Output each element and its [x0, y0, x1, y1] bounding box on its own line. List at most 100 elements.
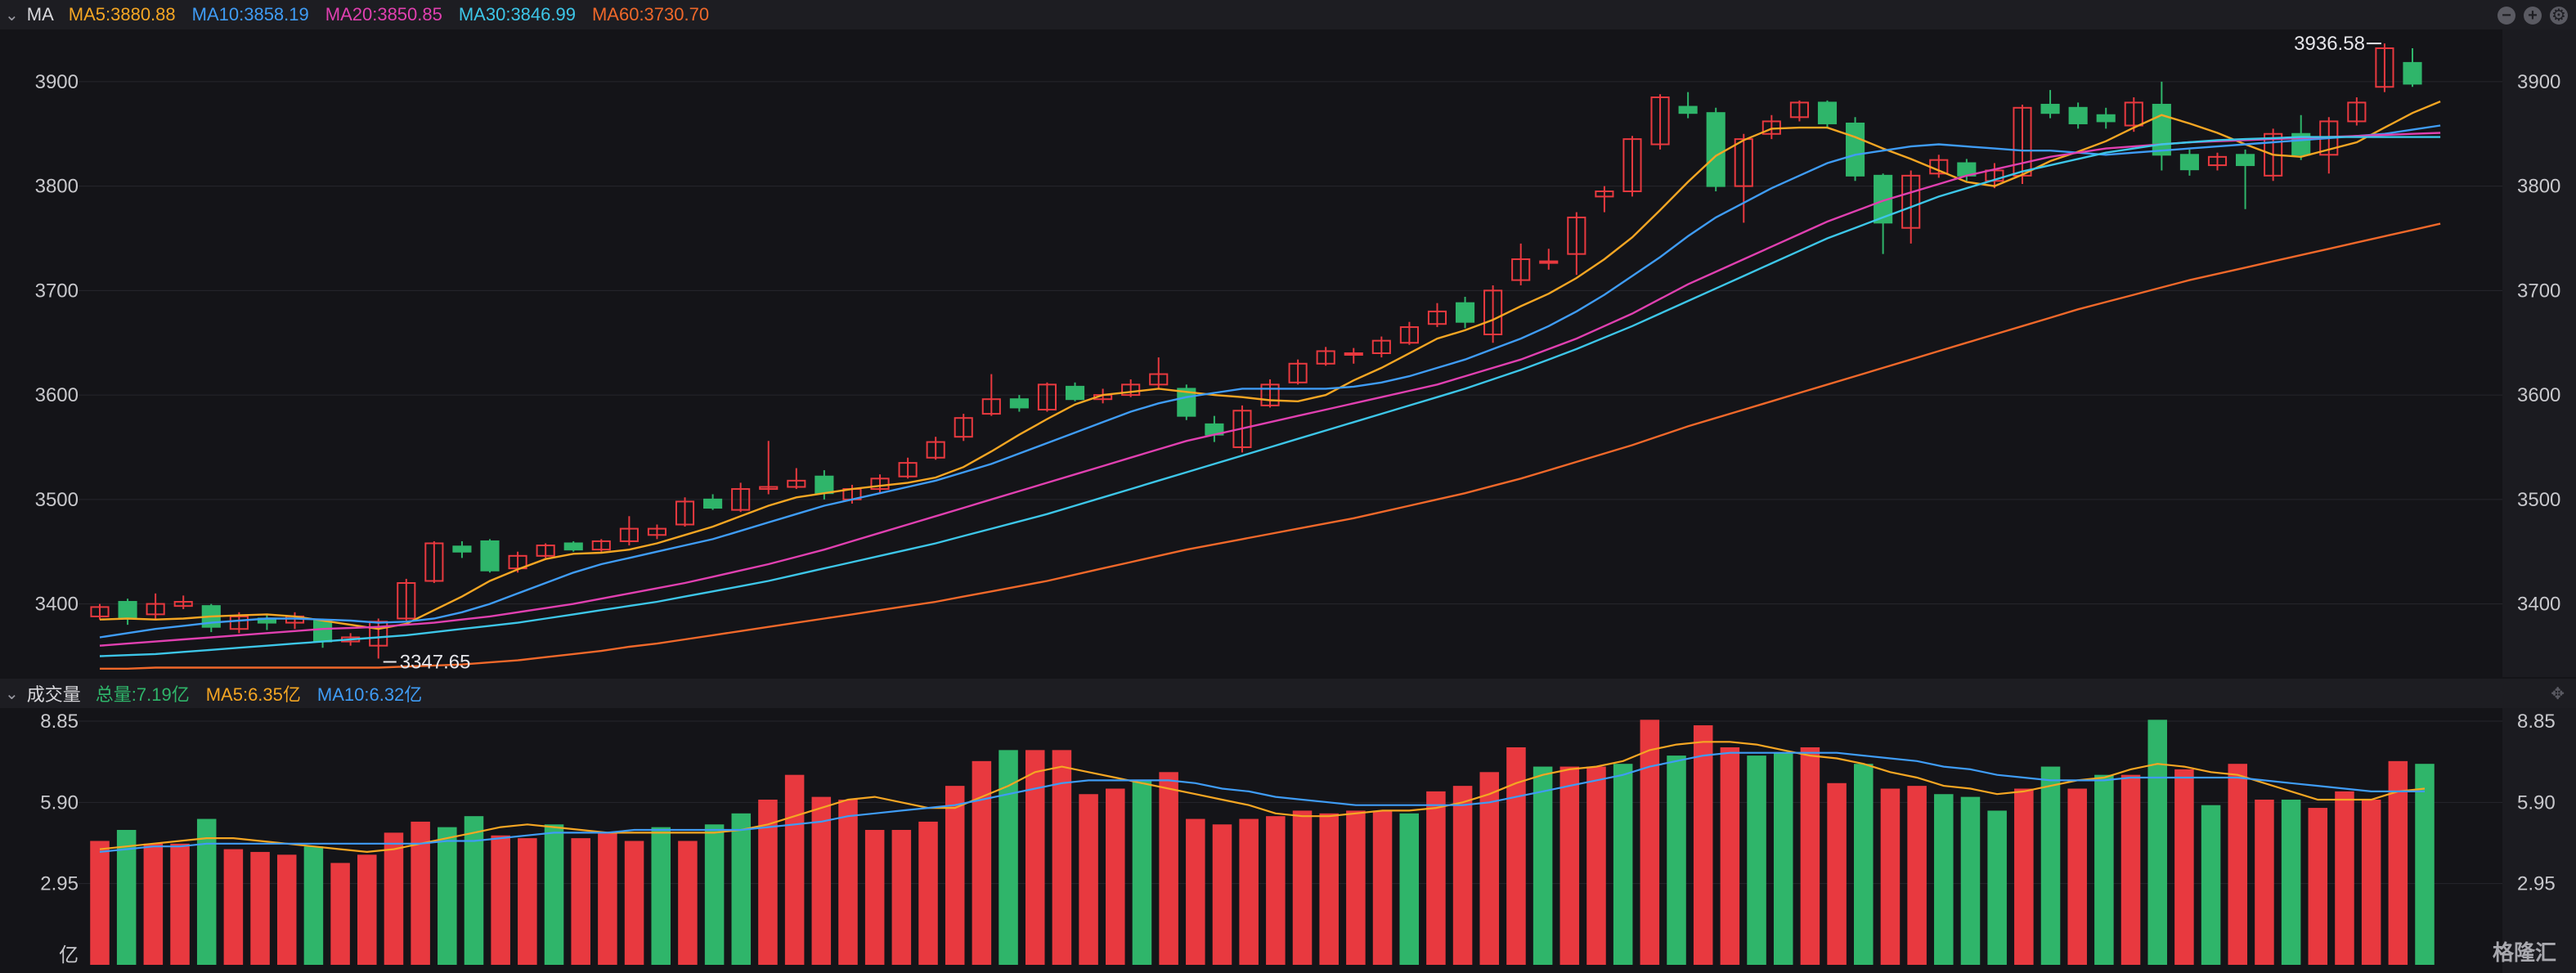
more-icon[interactable]: ✥ [2551, 684, 2565, 703]
volume-bar [1827, 782, 1847, 965]
candle-body [1706, 112, 1726, 187]
y-tick-label-right: 3400 [2517, 594, 2560, 616]
volume-bar [1266, 816, 1286, 965]
candle-body [1344, 352, 1363, 356]
candle-body [1595, 191, 1614, 198]
candle-body [2096, 114, 2116, 123]
volume-bar [1800, 747, 1820, 965]
volume-bar [1372, 810, 1393, 965]
candle-body [146, 603, 165, 616]
volume-bar [1773, 752, 1793, 965]
candle-body [981, 398, 1001, 415]
candle-body [787, 479, 806, 488]
volume-legend: 总量:7.19亿 MA5:6.35亿 MA10:6.32亿 [96, 680, 439, 706]
volume-bar [2335, 791, 2354, 965]
candle-body [2403, 61, 2422, 85]
volume-bar [704, 824, 725, 965]
volume-bar [1052, 750, 1072, 965]
candle-body [1316, 350, 1335, 365]
volume-bar [2255, 799, 2274, 965]
candle-body [1065, 385, 1085, 401]
volume-bar [972, 760, 992, 965]
price-panel-title: MA [26, 4, 54, 25]
volume-bar [2308, 808, 2328, 965]
volume-bar [1239, 818, 1259, 965]
volume-bar [571, 838, 590, 965]
volume-bar [384, 832, 404, 965]
volume-bar [1693, 725, 1713, 965]
watermark-logo: 格隆汇 [2492, 940, 2556, 965]
candle-body [647, 527, 667, 536]
volume-legend-ma5: MA5:6.35亿 [205, 684, 301, 705]
volume-ma10-line [99, 751, 2425, 853]
volume-bar [891, 830, 912, 965]
candle-body [1567, 216, 1586, 255]
candle-body [619, 527, 639, 542]
volume-unit-label: 亿 [59, 944, 79, 966]
candle-body [1149, 373, 1169, 386]
candle-body [1399, 326, 1419, 344]
collapse-caret-icon[interactable]: ⌄ [5, 6, 19, 25]
candle-body [1483, 289, 1503, 336]
candle-body [313, 620, 333, 643]
candle-body [90, 606, 110, 617]
volume-bar [1586, 766, 1606, 965]
candle-body [675, 500, 695, 526]
volume-bar [1720, 747, 1740, 965]
volume-bar [2147, 720, 2167, 965]
candle-body [563, 542, 583, 551]
volume-bar [544, 824, 564, 965]
volume-bar [1479, 772, 1500, 965]
price-legend: MA5:3880.88 MA10:3858.19 MA20:3850.85 MA30:… [69, 4, 725, 25]
volume-bar [2228, 764, 2248, 965]
candle-body [1845, 122, 1865, 177]
candle-body [118, 601, 137, 620]
volume-bar [1452, 786, 1473, 965]
volume-bar [678, 841, 698, 965]
volume-bar [1960, 796, 1981, 965]
volume-bar [196, 818, 217, 965]
price-legend-ma5: MA5:3880.88 [68, 4, 176, 25]
volume-bar [1346, 810, 1366, 965]
volume-bar [1560, 766, 1580, 965]
volume-bar [1533, 766, 1553, 965]
candle-body [870, 478, 890, 491]
volume-bar [1880, 788, 1901, 965]
candle-body [397, 582, 416, 620]
volume-bar [491, 835, 510, 965]
candle-body [1985, 169, 2004, 182]
minus-icon[interactable]: − [2497, 7, 2515, 25]
volume-panel-title: 成交量 [26, 684, 81, 705]
volume-bar [223, 849, 244, 965]
volume-bar [2014, 788, 2034, 965]
settings-icon[interactable]: ⚙ [2550, 7, 2568, 25]
candle-body [1511, 258, 1531, 281]
volume-bar [2415, 764, 2435, 965]
candle-body [2040, 103, 2060, 114]
volume-bar [518, 838, 537, 965]
volume-bar [330, 863, 350, 965]
y-tick-label-left: 3400 [35, 594, 79, 616]
volume-bar [1212, 824, 1232, 965]
candle-body [1455, 302, 1475, 323]
candle-body [2068, 106, 2088, 124]
volume-bar [811, 796, 832, 965]
volume-bar [2120, 774, 2141, 965]
volume-bar [864, 830, 885, 965]
volume-bar [1853, 764, 1874, 965]
candle-body [2236, 154, 2255, 167]
volume-bar [999, 750, 1018, 965]
candle-body [2207, 155, 2228, 167]
volume-bar [1667, 756, 1686, 965]
volume-bar [1747, 756, 1766, 965]
volume-tick-label-left: 5.90 [40, 791, 79, 814]
y-tick-label-right: 3600 [2517, 384, 2560, 406]
volume-legend-bar: ⌄ 成交量 总量:7.19亿 MA5:6.35亿 MA10:6.32亿 ✥ [0, 679, 2576, 708]
candle-body [898, 462, 918, 478]
plus-icon[interactable]: + [2524, 7, 2542, 25]
max-price-annotation: 3936.58 [2294, 33, 2365, 55]
right-axis-bg [2502, 29, 2576, 677]
collapse-caret-icon[interactable]: ⌄ [5, 684, 19, 703]
candle-body [2179, 154, 2199, 171]
